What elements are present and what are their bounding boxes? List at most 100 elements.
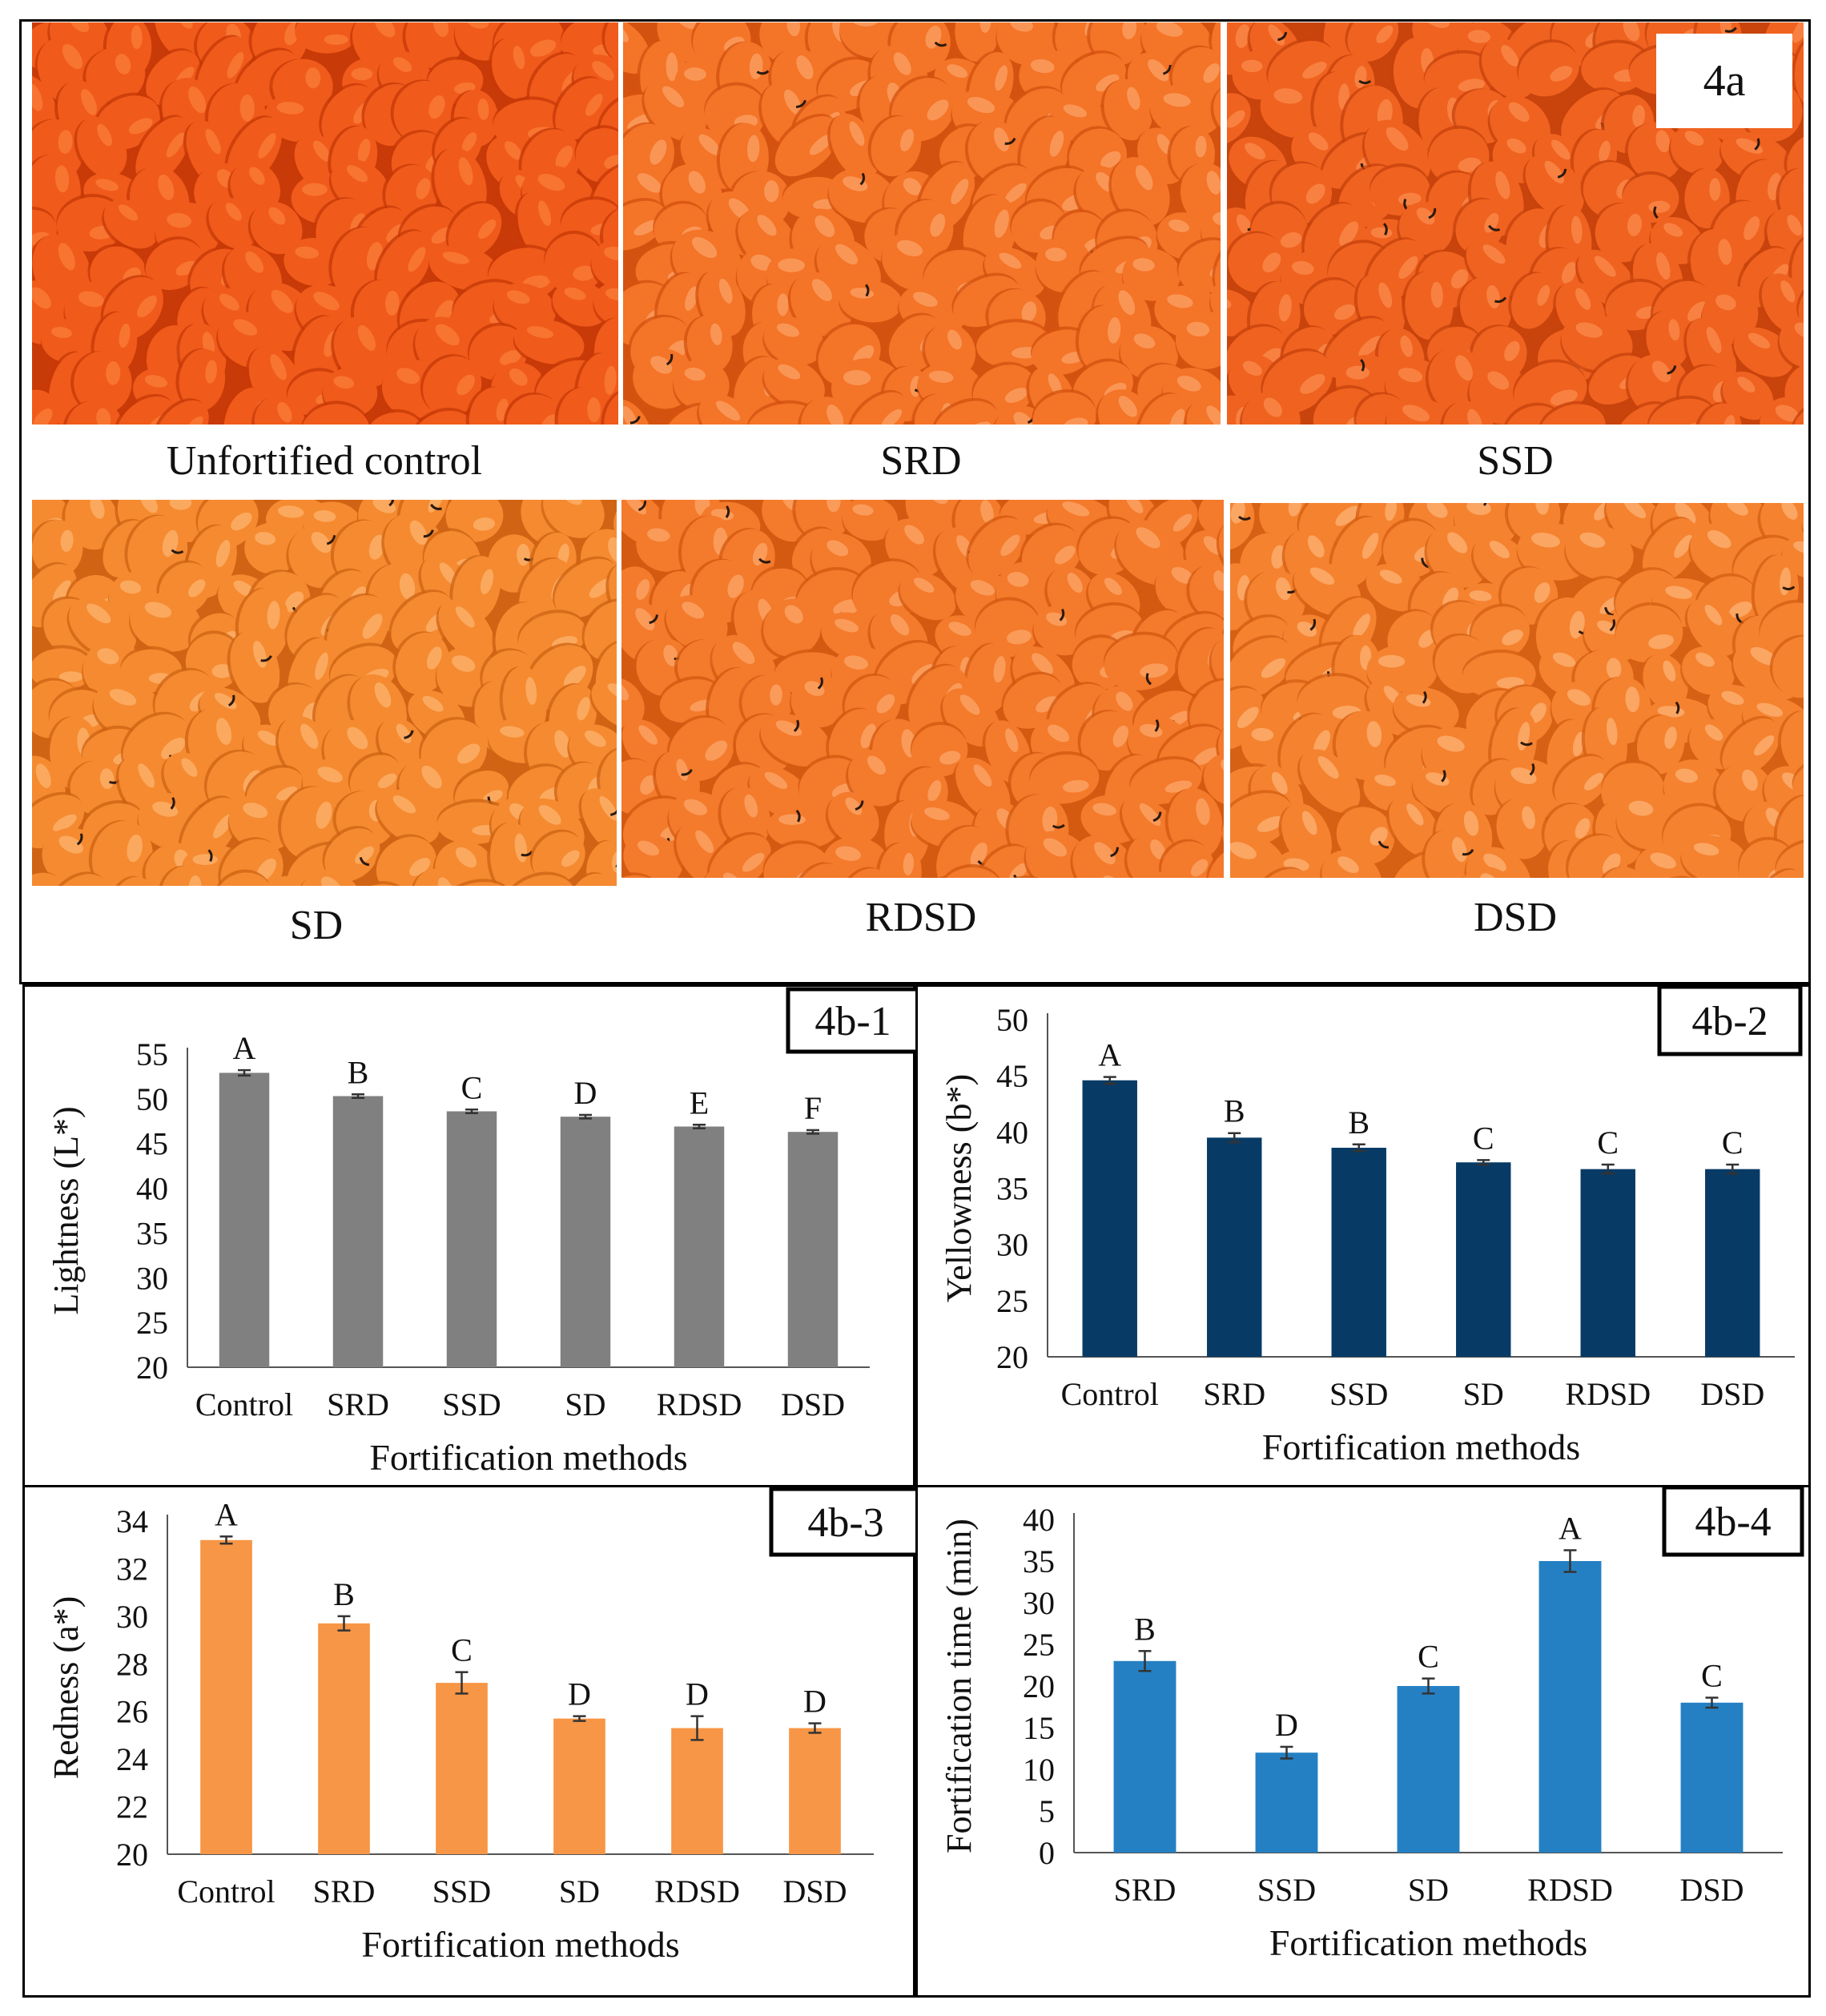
error-bar	[1422, 1677, 1435, 1695]
photo-srd	[623, 22, 1221, 425]
y-tick-label: 30	[116, 1599, 148, 1635]
significance-letter: D	[686, 1676, 709, 1712]
significance-letter: A	[233, 1030, 256, 1066]
panel-badge-box	[1662, 1487, 1804, 1557]
bar	[1331, 1147, 1386, 1357]
lentil-texture	[32, 500, 617, 886]
error-bar	[693, 1124, 706, 1129]
significance-letter: B	[333, 1576, 355, 1612]
chart-panel-lightness: 20 25 30 35 40 45 50 55 A Control B SRD C SSD D SD E RDSD…	[22, 984, 918, 1488]
chart-panel-yellowness: 20 25 30 35 40 45 50 A Control B SRD B SSD C SD C RDSD C D…	[915, 984, 1811, 1488]
bar	[1680, 1702, 1744, 1853]
lentil-texture	[621, 500, 1224, 878]
x-tick-label: Control	[1061, 1376, 1159, 1412]
y-tick-label: 10	[1023, 1752, 1055, 1788]
y-tick-label: 34	[116, 1503, 148, 1539]
error-bar	[1726, 1163, 1740, 1175]
error-bar	[352, 1093, 364, 1099]
x-tick-label: Control	[177, 1873, 275, 1909]
y-tick-label: 20	[1023, 1668, 1055, 1704]
y-tick-label: 55	[136, 1036, 168, 1072]
x-tick-label: SRD	[313, 1873, 376, 1909]
x-tick-label: RDSD	[654, 1873, 740, 1909]
y-tick-label: 35	[996, 1171, 1028, 1207]
panel-badge-label: 4b-1	[814, 999, 891, 1044]
y-tick-label: 45	[996, 1058, 1028, 1094]
error-bar	[808, 1722, 822, 1734]
significance-letter: D	[1275, 1707, 1298, 1743]
x-tick-label: SD	[1463, 1376, 1504, 1412]
panel-badge-label: 4b-2	[1691, 999, 1768, 1044]
bar	[674, 1126, 725, 1367]
significance-letter: C	[1701, 1658, 1723, 1694]
photo-label-unfortified-control: Unfortified control	[166, 438, 483, 484]
panel-badge-label: 4b-3	[807, 1500, 883, 1546]
significance-letter: E	[690, 1084, 709, 1121]
panel-badge-box	[769, 1487, 918, 1557]
x-tick-label: SRD	[327, 1386, 389, 1422]
significance-letter: C	[461, 1069, 483, 1105]
significance-letter: C	[1418, 1639, 1439, 1675]
x-tick-label: RDSD	[657, 1386, 742, 1422]
photo-panel-frame	[19, 19, 1811, 984]
bar	[200, 1539, 252, 1854]
chart-panel-redness: 20 22 24 26 28 30 32 34 A Control B SRD C SSD D SD D RDSD…	[22, 1485, 918, 1998]
error-bar	[337, 1615, 351, 1632]
bar	[1705, 1169, 1760, 1357]
bar	[553, 1718, 605, 1854]
y-tick-label: 15	[1023, 1710, 1055, 1746]
x-tick-label: DSD	[1700, 1376, 1764, 1412]
y-axis-title: Fortification time (min)	[939, 1519, 979, 1853]
bar	[446, 1111, 497, 1367]
y-tick-label: 24	[116, 1741, 148, 1777]
significance-letter: B	[1134, 1611, 1156, 1647]
x-tick-label: Control	[195, 1386, 293, 1422]
error-bar	[1601, 1163, 1615, 1175]
photo-label-rdsd: RDSD	[865, 895, 977, 940]
error-bar	[1280, 1745, 1293, 1760]
bar	[332, 1096, 384, 1367]
bar	[219, 1072, 270, 1367]
bar	[1456, 1162, 1511, 1357]
error-bar	[465, 1109, 478, 1114]
bar	[1255, 1752, 1318, 1853]
x-tick-label: SSD	[1329, 1376, 1388, 1412]
significance-letter: D	[568, 1676, 591, 1712]
y-tick-label: 50	[996, 1002, 1028, 1038]
x-axis-title: Fortification methods	[1262, 1426, 1580, 1467]
x-tick-label: SD	[559, 1873, 600, 1909]
significance-letter: A	[1098, 1037, 1121, 1073]
panel-badge-box	[1657, 987, 1803, 1056]
significance-letter: A	[215, 1496, 238, 1532]
lentil-texture	[32, 22, 618, 425]
significance-letter: C	[1722, 1125, 1744, 1161]
y-tick-label: 25	[136, 1305, 168, 1341]
bar	[436, 1683, 488, 1854]
bar	[1538, 1561, 1602, 1853]
bar	[671, 1728, 723, 1854]
error-bar	[806, 1129, 819, 1135]
x-axis-title: Fortification methods	[361, 1924, 679, 1965]
error-bar	[1103, 1076, 1116, 1085]
x-tick-label: RDSD	[1527, 1872, 1613, 1908]
significance-letter: C	[1473, 1120, 1494, 1156]
y-axis-title: Yellowness (b*)	[939, 1074, 979, 1302]
photo-label-sd: SD	[289, 903, 344, 948]
x-tick-label: DSD	[782, 1873, 847, 1909]
y-tick-label: 30	[1023, 1585, 1055, 1621]
lentil-texture	[1230, 503, 1804, 878]
y-tick-label: 20	[996, 1339, 1028, 1375]
bar	[787, 1132, 839, 1367]
photo-label-srd: SRD	[880, 438, 962, 484]
x-tick-label: DSD	[1679, 1872, 1744, 1908]
lentil-texture	[623, 22, 1221, 425]
bar	[1580, 1169, 1635, 1357]
error-bar	[579, 1113, 592, 1120]
error-bar	[238, 1068, 251, 1077]
x-tick-label: SSD	[1257, 1872, 1316, 1908]
significance-letter: A	[1559, 1510, 1582, 1546]
y-tick-label: 35	[136, 1215, 168, 1251]
x-tick-label: DSD	[781, 1386, 845, 1422]
